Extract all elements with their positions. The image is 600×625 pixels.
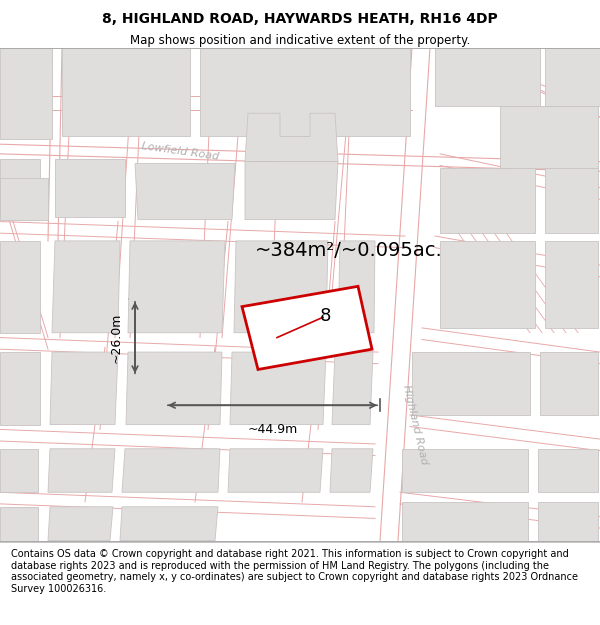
Polygon shape xyxy=(412,352,530,415)
Polygon shape xyxy=(545,48,600,106)
Polygon shape xyxy=(128,241,225,332)
Polygon shape xyxy=(330,449,373,493)
Polygon shape xyxy=(200,48,410,136)
Polygon shape xyxy=(435,48,540,106)
Polygon shape xyxy=(122,449,220,493)
Polygon shape xyxy=(62,48,190,136)
Polygon shape xyxy=(440,168,535,233)
Polygon shape xyxy=(245,113,338,162)
Polygon shape xyxy=(48,449,115,493)
Polygon shape xyxy=(0,159,40,217)
Polygon shape xyxy=(242,286,372,369)
Polygon shape xyxy=(540,352,598,415)
Polygon shape xyxy=(545,168,598,233)
Polygon shape xyxy=(332,352,373,424)
Polygon shape xyxy=(126,352,222,424)
Polygon shape xyxy=(135,164,235,219)
Polygon shape xyxy=(234,241,328,332)
Text: ~384m²/~0.095ac.: ~384m²/~0.095ac. xyxy=(255,241,443,260)
Polygon shape xyxy=(402,502,528,541)
Polygon shape xyxy=(50,352,118,424)
Polygon shape xyxy=(0,352,40,424)
Text: Contains OS data © Crown copyright and database right 2021. This information is : Contains OS data © Crown copyright and d… xyxy=(11,549,578,594)
Polygon shape xyxy=(0,48,52,139)
Text: Highland Road: Highland Road xyxy=(401,384,429,466)
Polygon shape xyxy=(545,241,598,328)
Polygon shape xyxy=(440,241,535,328)
Polygon shape xyxy=(55,159,125,217)
Polygon shape xyxy=(402,449,528,493)
Polygon shape xyxy=(245,162,338,219)
Polygon shape xyxy=(52,241,120,332)
Polygon shape xyxy=(120,507,218,541)
Text: Lowfield Road: Lowfield Road xyxy=(140,141,220,162)
Polygon shape xyxy=(538,449,598,493)
Text: 8: 8 xyxy=(319,308,331,325)
Polygon shape xyxy=(228,449,323,493)
Text: Map shows position and indicative extent of the property.: Map shows position and indicative extent… xyxy=(130,34,470,48)
Text: ~26.0m: ~26.0m xyxy=(110,312,123,362)
Polygon shape xyxy=(0,449,38,493)
Polygon shape xyxy=(500,106,598,168)
Text: ~44.9m: ~44.9m xyxy=(247,422,298,436)
Polygon shape xyxy=(0,507,38,541)
Polygon shape xyxy=(338,241,375,332)
Polygon shape xyxy=(0,241,40,332)
Polygon shape xyxy=(48,507,113,541)
Polygon shape xyxy=(538,502,598,541)
Polygon shape xyxy=(230,352,326,424)
Polygon shape xyxy=(0,178,48,219)
Text: 8, HIGHLAND ROAD, HAYWARDS HEATH, RH16 4DP: 8, HIGHLAND ROAD, HAYWARDS HEATH, RH16 4… xyxy=(102,12,498,26)
